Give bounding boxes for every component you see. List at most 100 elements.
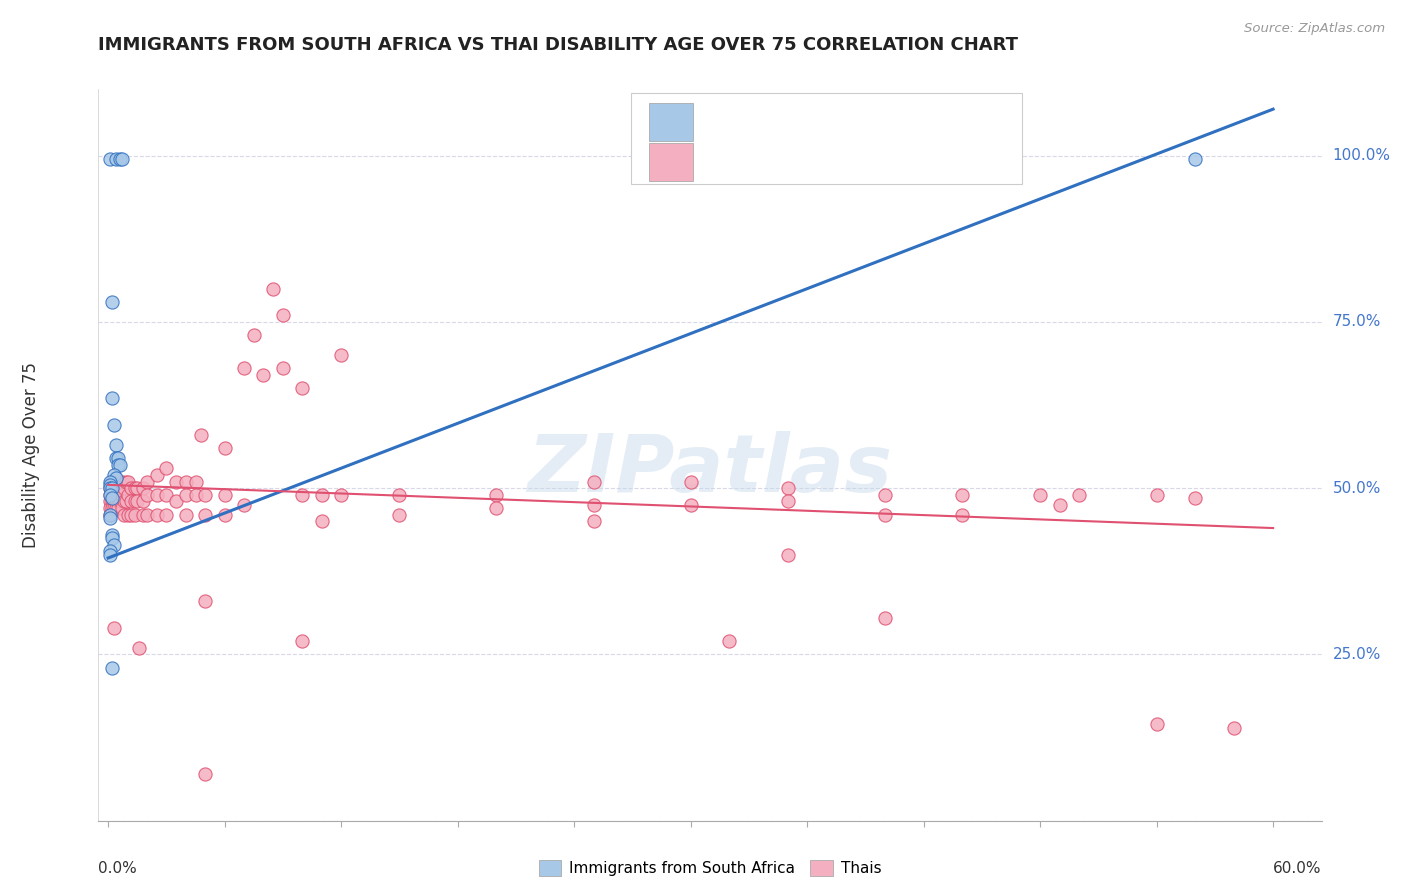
Text: 75.0%: 75.0% [1333,315,1381,329]
Point [114,494,136,508]
Text: 0.601: 0.601 [763,112,817,131]
Point [873,508,896,522]
Point [108,481,131,495]
Point [112,481,135,495]
Point [103,417,125,432]
Text: ZIPatlas: ZIPatlas [527,431,893,508]
Point [124,481,146,495]
Point [104,494,127,508]
Point [776,481,799,495]
Point [98,501,121,516]
Point [108,152,131,166]
Point [136,488,159,502]
Point [104,488,127,502]
Point [194,767,217,781]
Point [132,508,155,522]
Point [98,508,121,522]
Point [112,494,135,508]
Point [98,511,121,525]
Point [165,475,187,489]
Point [132,494,155,508]
Text: 60.0%: 60.0% [1274,861,1322,876]
Point [98,481,121,495]
Point [485,501,508,516]
Text: 25.0%: 25.0% [1333,647,1381,662]
Point [271,308,294,322]
Point [174,488,197,502]
Point [101,527,124,541]
Point [291,634,314,648]
Point [103,488,125,502]
Point [155,508,177,522]
Point [104,438,127,452]
Point [111,152,134,166]
Point [1184,152,1206,166]
Point [485,488,508,502]
Text: 110: 110 [886,153,921,171]
Point [1067,488,1090,502]
Point [104,152,127,166]
Point [103,481,125,495]
Point [271,361,294,376]
Point [214,442,236,456]
FancyBboxPatch shape [648,103,693,141]
Point [582,475,605,489]
Point [174,508,197,522]
Text: N =: N = [834,154,868,169]
Point [291,488,314,502]
Point [120,508,142,522]
Point [262,282,284,296]
Point [108,475,131,489]
Point [155,488,177,502]
Point [132,481,155,495]
Point [111,501,134,516]
Point [101,481,124,495]
Point [101,494,124,508]
Point [108,458,131,472]
Point [104,475,127,489]
Point [1146,717,1168,731]
Point [311,515,333,529]
Point [108,494,131,508]
Point [120,481,142,495]
Point [101,488,124,502]
Point [98,544,121,558]
FancyBboxPatch shape [630,93,1022,185]
Point [101,501,124,516]
Text: Disability Age Over 75: Disability Age Over 75 [22,362,41,548]
FancyBboxPatch shape [648,143,693,181]
Point [103,621,125,635]
Point [330,348,353,362]
Point [127,481,149,495]
Point [952,508,974,522]
Point [98,478,121,492]
Point [165,494,187,508]
Point [98,508,121,522]
Point [101,392,124,406]
Point [98,548,121,562]
Point [145,467,167,482]
Point [98,488,121,502]
Point [184,488,207,502]
Point [107,451,129,466]
Point [174,475,197,489]
Point [107,481,129,495]
Text: 100.0%: 100.0% [1333,148,1391,163]
Point [194,488,217,502]
Point [155,461,177,475]
Point [101,295,124,310]
Point [101,531,124,545]
Point [101,491,124,505]
Point [103,501,125,516]
Point [107,458,129,472]
Point [136,508,159,522]
Text: 50.0%: 50.0% [1333,481,1381,496]
Text: Source: ZipAtlas.com: Source: ZipAtlas.com [1244,22,1385,36]
Point [98,488,121,502]
Point [1049,498,1071,512]
Point [136,475,159,489]
Point [718,634,741,648]
Point [214,508,236,522]
Point [124,494,146,508]
Point [128,640,150,655]
